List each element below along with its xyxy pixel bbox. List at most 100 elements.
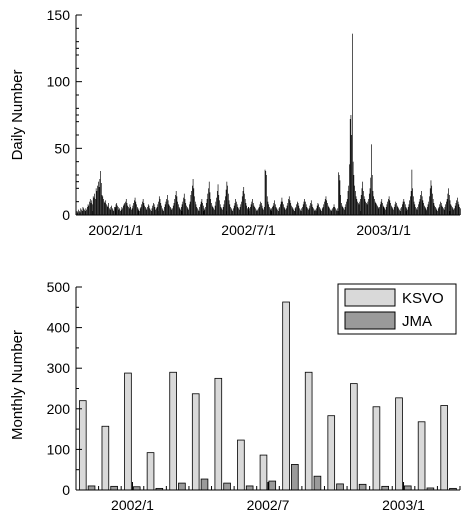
daily-bar xyxy=(341,205,343,215)
daily-bar xyxy=(191,191,192,215)
daily-bar xyxy=(93,197,95,215)
daily-bar xyxy=(386,204,388,215)
daily-bar xyxy=(203,205,204,215)
daily-bar xyxy=(130,207,131,215)
daily-bar xyxy=(216,191,218,215)
daily-bar xyxy=(285,209,286,215)
daily-bar xyxy=(195,204,197,215)
daily-bar xyxy=(103,201,105,215)
daily-bar xyxy=(125,199,127,215)
daily-bar xyxy=(456,200,457,215)
daily-bar xyxy=(197,208,198,215)
daily-bar xyxy=(381,199,383,215)
daily-bar xyxy=(391,207,393,215)
daily-bar xyxy=(89,201,90,215)
daily-bar xyxy=(427,204,429,215)
monthly-bar-jma xyxy=(223,482,231,491)
daily-bar xyxy=(437,211,438,215)
daily-bar xyxy=(106,205,108,215)
daily-bar xyxy=(233,205,235,215)
monthly-bar-ksvo xyxy=(237,439,245,491)
daily-bar xyxy=(173,203,175,215)
daily-bar xyxy=(444,207,446,215)
daily-bar xyxy=(254,207,256,215)
daily-bar xyxy=(155,209,156,215)
daily-bar xyxy=(457,197,458,215)
daily-bar xyxy=(88,205,90,215)
daily-bar xyxy=(352,33,353,215)
daily-bar xyxy=(281,197,283,215)
daily-bar xyxy=(214,209,215,215)
daily-bar xyxy=(327,203,328,215)
daily-bar xyxy=(179,208,181,215)
monthly-y-tick-label: 0 xyxy=(62,482,70,498)
daily-bar xyxy=(261,203,262,215)
daily-bar xyxy=(212,207,214,215)
monthly-y-tick-label: 100 xyxy=(47,441,71,457)
daily-bar xyxy=(239,209,240,215)
daily-bar xyxy=(361,188,363,215)
daily-bar xyxy=(454,205,456,215)
daily-bar xyxy=(119,208,120,215)
daily-bar xyxy=(272,205,274,215)
daily-bar xyxy=(143,203,145,215)
daily-bar xyxy=(236,201,237,215)
daily-bar xyxy=(392,208,394,215)
daily-bar xyxy=(432,199,434,215)
daily-bar xyxy=(94,193,96,215)
legend-swatch-ksvo xyxy=(344,288,396,307)
daily-bar xyxy=(237,207,239,215)
daily-bar xyxy=(459,207,460,215)
daily-bar xyxy=(159,199,161,215)
daily-bar xyxy=(393,209,394,215)
daily-bar xyxy=(283,207,285,215)
daily-bar xyxy=(100,183,102,215)
daily-bar xyxy=(174,199,176,215)
monthly-bar-jma xyxy=(268,480,277,491)
daily-bar xyxy=(379,204,381,215)
daily-bar xyxy=(105,200,107,215)
daily-bar xyxy=(454,208,455,215)
daily-bar xyxy=(243,187,245,215)
daily-bar xyxy=(128,207,129,215)
daily-bar xyxy=(382,203,383,215)
daily-bar xyxy=(390,203,391,215)
daily-bar xyxy=(163,211,165,215)
daily-bar xyxy=(394,204,396,215)
monthly-y-tick-label: 400 xyxy=(47,320,71,336)
daily-bar xyxy=(390,205,392,215)
daily-bar xyxy=(263,207,265,215)
daily-bar xyxy=(202,203,203,215)
daily-bar xyxy=(305,201,306,215)
daily-bar xyxy=(296,204,297,215)
daily-bar xyxy=(410,196,411,215)
daily-bar xyxy=(448,195,450,215)
daily-bar xyxy=(172,205,174,215)
daily-bar xyxy=(126,203,128,215)
daily-bar xyxy=(101,195,103,215)
daily-bar xyxy=(149,208,151,215)
daily-bar xyxy=(376,204,377,215)
daily-bar xyxy=(133,203,134,215)
daily-bar xyxy=(362,181,364,215)
daily-bar xyxy=(354,185,355,215)
daily-bar xyxy=(231,209,233,215)
daily-bar xyxy=(222,209,223,215)
daily-bar xyxy=(380,201,382,215)
daily-bar xyxy=(274,200,275,215)
daily-bar xyxy=(334,207,336,215)
daily-bar xyxy=(178,207,180,215)
daily-bar xyxy=(346,199,348,215)
daily-bar xyxy=(217,184,219,215)
daily-bar xyxy=(128,208,130,215)
daily-bar xyxy=(371,175,373,215)
daily-bar xyxy=(336,211,338,215)
daily-bar xyxy=(120,211,121,215)
daily-bar xyxy=(268,204,270,215)
daily-bar xyxy=(236,204,238,215)
daily-bar xyxy=(200,204,201,215)
daily-bar xyxy=(136,204,137,215)
daily-bar xyxy=(331,209,333,215)
daily-bar xyxy=(402,201,404,215)
daily-bar xyxy=(104,203,106,215)
